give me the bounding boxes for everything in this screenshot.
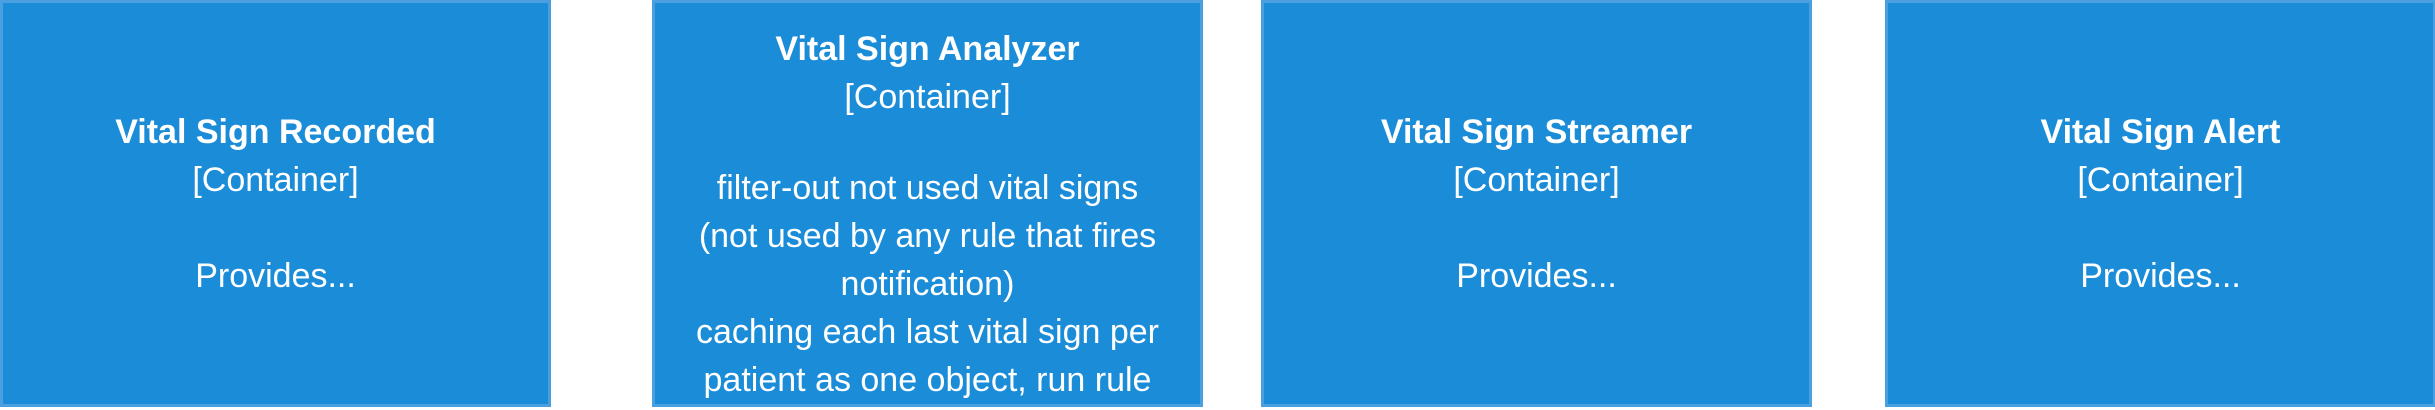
container-description: Provides...	[1456, 256, 1617, 295]
container-description: Provides...	[195, 256, 356, 295]
container-description: filter-out not used vital signs (not use…	[695, 169, 1160, 399]
container-box-vital-sign-recorded[interactable]: Vital Sign Recorded [Container] Provides…	[0, 0, 551, 407]
container-name: Vital Sign Recorded	[115, 112, 436, 151]
container-box-vital-sign-analyzer[interactable]: Vital Sign Analyzer [Container] filter-o…	[652, 0, 1203, 407]
container-description: Provides...	[2080, 256, 2241, 295]
container-type: [Container]	[2077, 160, 2244, 199]
container-type: [Container]	[844, 78, 1011, 116]
container-box-vital-sign-streamer[interactable]: Vital Sign Streamer [Container] Provides…	[1261, 0, 1812, 407]
container-box-vital-sign-alert[interactable]: Vital Sign Alert [Container] Provides...	[1885, 0, 2435, 407]
container-name: Vital Sign Alert	[2040, 112, 2281, 151]
container-name: Vital Sign Streamer	[1380, 112, 1693, 151]
container-name: Vital Sign Analyzer	[775, 30, 1080, 68]
container-type: [Container]	[1453, 160, 1620, 199]
container-type: [Container]	[192, 160, 359, 199]
